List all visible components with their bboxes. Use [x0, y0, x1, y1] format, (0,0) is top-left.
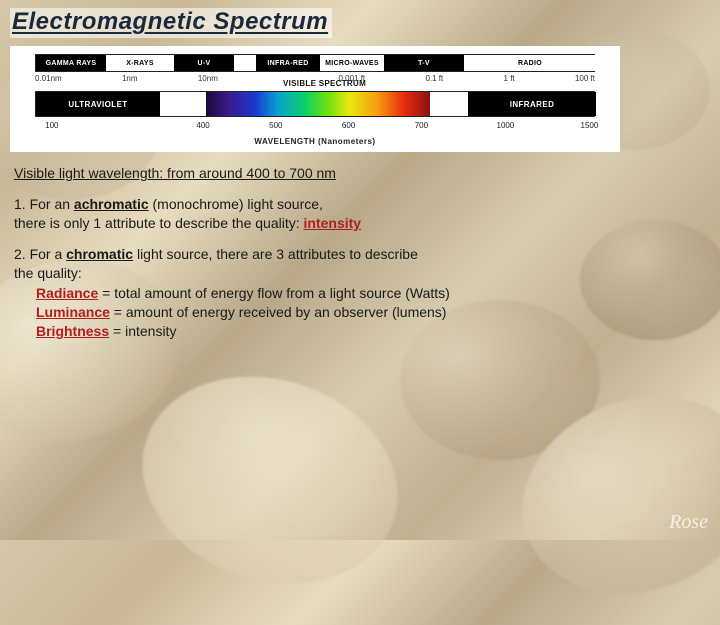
- wavelength-axis: 100 400 500 600 700 1000 1500: [35, 121, 595, 133]
- page-title: Electromagnetic Spectrum: [12, 8, 328, 36]
- point-2: 2. For a chromatic light source, there a…: [14, 245, 706, 283]
- title-wrapper: Electromagnetic Spectrum: [10, 8, 332, 38]
- brightness-line: Brightness = intensity: [14, 322, 706, 341]
- body-text: Visible light wavelength: from around 40…: [10, 162, 710, 341]
- infrared-label: INFRARED: [468, 92, 596, 116]
- band-tick: 0.1 ft: [425, 74, 443, 83]
- axis-tick: 700: [415, 121, 428, 130]
- axis-tick: 400: [196, 121, 209, 130]
- gap: [160, 92, 206, 116]
- visible-spectrum-label: VISIBLE SPECTRUM: [283, 79, 366, 88]
- band-tick: 0.01nm: [35, 74, 62, 83]
- band-segment: RADIO: [464, 55, 596, 71]
- slide-content: Electromagnetic Spectrum GAMMA RAYSX-RAY…: [0, 0, 720, 349]
- band-segment: INFRA-RED: [256, 55, 320, 71]
- band-segment: MICRO-WAVES: [320, 55, 384, 71]
- axis-label: WAVELENGTH (Nanometers): [20, 137, 610, 146]
- gap: [430, 92, 468, 116]
- band-segment: U-V: [174, 55, 234, 71]
- watermark: Rose: [669, 511, 708, 534]
- axis-tick: 600: [342, 121, 355, 130]
- visible-gradient: [206, 92, 430, 116]
- spectrum-chart: GAMMA RAYSX-RAYSU-V INFRA-REDMICRO-WAVEST…: [10, 46, 620, 152]
- ultraviolet-label: ULTRAVIOLET: [36, 92, 160, 116]
- band-tick: 1nm: [122, 74, 138, 83]
- band-tick: 1 ft: [504, 74, 515, 83]
- luminance-line: Luminance = amount of energy received by…: [14, 303, 706, 322]
- band-tick: 100 ft: [575, 74, 595, 83]
- band-segment: [234, 55, 256, 71]
- visible-spectrum-row: ULTRAVIOLET INFRARED: [35, 91, 595, 117]
- radiance-line: Radiance = total amount of energy flow f…: [14, 284, 706, 303]
- axis-tick: 1500: [580, 121, 598, 130]
- band-segment: T-V: [384, 55, 464, 71]
- band-segment: GAMMA RAYS: [36, 55, 106, 71]
- axis-tick: 500: [269, 121, 282, 130]
- point-1: 1. For an achromatic (monochrome) light …: [14, 195, 706, 233]
- axis-tick: 100: [45, 121, 58, 130]
- band-tick: 10nm: [198, 74, 218, 83]
- caption: Visible light wavelength: from around 40…: [14, 164, 706, 183]
- axis-tick: 1000: [496, 121, 514, 130]
- band-segment: X-RAYS: [106, 55, 174, 71]
- em-band-row: GAMMA RAYSX-RAYSU-V INFRA-REDMICRO-WAVEST…: [35, 54, 595, 72]
